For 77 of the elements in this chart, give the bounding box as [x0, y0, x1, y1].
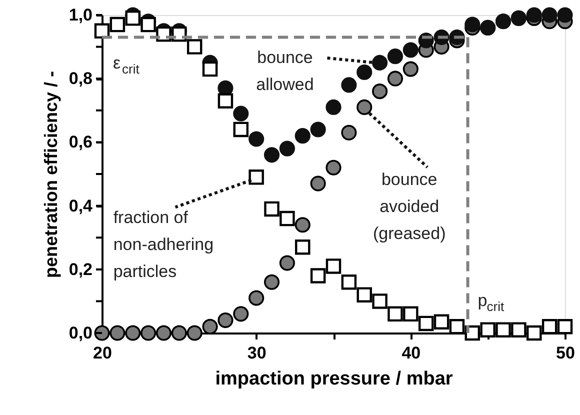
point	[418, 316, 434, 332]
point	[94, 325, 110, 341]
y-tick-label: 1,0	[68, 6, 92, 24]
point	[186, 325, 202, 341]
point	[186, 39, 202, 54]
point	[140, 16, 156, 32]
point	[110, 16, 126, 32]
point	[125, 325, 141, 341]
point	[94, 23, 110, 39]
point	[387, 48, 404, 64]
point	[557, 319, 573, 334]
point	[387, 70, 404, 86]
point	[402, 61, 418, 77]
point	[326, 258, 342, 274]
point	[264, 274, 280, 290]
point	[294, 128, 310, 144]
point	[218, 93, 234, 108]
point	[464, 16, 480, 32]
point	[218, 312, 234, 328]
y-tick-label: 0,2	[68, 260, 92, 279]
y-tick-label: 0,4	[68, 196, 94, 216]
point	[248, 131, 264, 147]
point	[110, 325, 126, 341]
point	[526, 325, 542, 341]
point	[233, 106, 249, 122]
point	[171, 325, 187, 341]
point	[341, 124, 357, 140]
point	[310, 122, 326, 138]
point	[279, 140, 295, 156]
x-tick-label: 50	[556, 344, 575, 362]
point	[542, 7, 558, 23]
point	[341, 77, 357, 93]
point	[372, 54, 388, 70]
point	[310, 268, 326, 284]
point	[526, 7, 542, 23]
point	[496, 322, 511, 338]
y-axis-title: penetration efficiency / -	[40, 70, 61, 278]
annotation: bounce allowed	[256, 48, 314, 94]
point	[356, 64, 372, 80]
point	[356, 287, 372, 302]
point	[341, 274, 357, 290]
point	[140, 325, 156, 341]
point	[279, 255, 295, 271]
point	[557, 7, 573, 23]
point	[294, 217, 310, 233]
x-tick-label: 30	[247, 344, 266, 362]
point	[434, 314, 450, 330]
y-tick-label: 0,6	[68, 132, 92, 152]
point	[310, 176, 326, 192]
x-tick-label: 40	[402, 344, 421, 362]
point	[480, 322, 496, 338]
point	[295, 240, 310, 255]
point	[202, 318, 218, 334]
point	[233, 306, 249, 322]
point	[248, 290, 264, 306]
annotation: bounce avoided (greased)	[372, 170, 446, 244]
point	[403, 306, 418, 322]
y-tick-label: 0,8	[68, 69, 92, 88]
point	[511, 322, 526, 338]
point	[326, 160, 342, 176]
x-tick-label: 20	[93, 344, 112, 362]
y-tick-label: 0,0	[68, 324, 92, 342]
point	[125, 10, 140, 26]
point	[202, 61, 218, 77]
annotation: fraction of non-adhering particles	[113, 208, 214, 282]
point	[264, 201, 280, 217]
point	[280, 210, 295, 226]
point	[372, 84, 388, 100]
point	[233, 122, 249, 138]
point	[356, 99, 372, 115]
point	[402, 42, 418, 58]
point	[264, 147, 280, 163]
point	[156, 325, 172, 341]
point	[326, 99, 342, 115]
x-axis-title: impaction pressure / mbar	[215, 368, 454, 390]
point	[388, 306, 403, 322]
point	[372, 294, 388, 309]
